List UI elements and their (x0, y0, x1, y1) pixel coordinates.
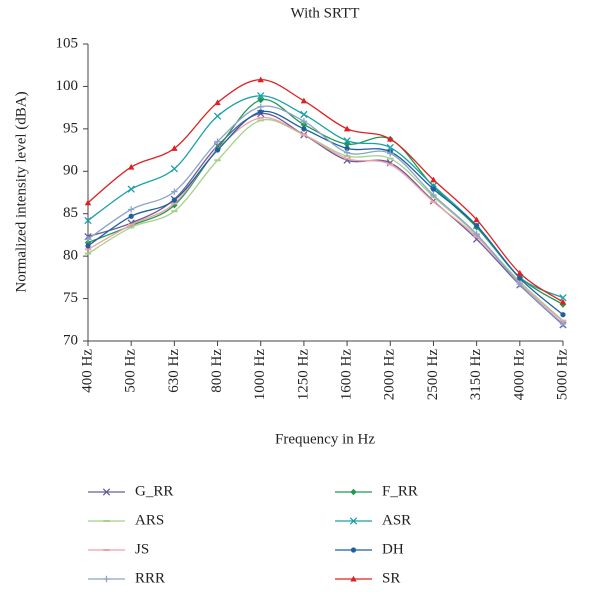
marker (430, 176, 437, 183)
marker (257, 96, 264, 104)
marker (344, 145, 350, 151)
marker (213, 112, 222, 120)
marker (171, 197, 177, 203)
marker (84, 235, 92, 243)
marker (516, 269, 524, 276)
x-tick-label: 4000 Hz (511, 349, 527, 401)
marker (257, 103, 264, 110)
marker (258, 109, 264, 115)
marker (430, 186, 437, 192)
marker (84, 216, 92, 225)
marker (350, 488, 357, 496)
series-line (87, 78, 564, 303)
x-tick-label: 1000 Hz (252, 349, 268, 401)
marker (214, 147, 221, 153)
marker (102, 488, 111, 496)
marker (128, 213, 134, 219)
marker (300, 97, 308, 104)
legend-label: F_RR (382, 483, 418, 499)
legend-label: G_RR (135, 483, 173, 499)
marker (257, 76, 264, 83)
y-tick-label: 85 (63, 205, 78, 221)
marker (386, 143, 394, 152)
x-tick-label: 5000 Hz (554, 349, 570, 401)
series-line (87, 95, 564, 299)
marker (516, 280, 524, 288)
marker (559, 320, 567, 328)
marker (350, 547, 357, 553)
marker (170, 165, 179, 173)
marker (559, 294, 567, 302)
marker (103, 575, 110, 583)
marker (473, 230, 480, 238)
x-tick-label: 500 Hz (123, 349, 139, 393)
x-tick-label: 400 Hz (79, 349, 95, 393)
marker (300, 110, 308, 119)
series-line (87, 116, 564, 322)
marker (214, 99, 221, 106)
y-axis-label: Normalized intensity level (dBA) (13, 91, 29, 292)
marker (214, 138, 221, 145)
x-tick-label: 800 Hz (209, 349, 225, 393)
marker (84, 199, 92, 206)
legend-label: DH (382, 541, 404, 557)
marker (387, 150, 394, 157)
chart-title: With SRTT (291, 5, 360, 21)
marker (387, 135, 394, 142)
marker (127, 163, 135, 170)
marker (257, 92, 265, 100)
x-axis-label: Frequency in Hz (275, 431, 375, 447)
marker (127, 206, 135, 213)
y-tick-label: 100 (56, 78, 79, 94)
marker (473, 216, 480, 223)
x-tick-label: 1250 Hz (295, 349, 311, 401)
y-tick-label: 105 (56, 35, 79, 51)
marker (343, 149, 351, 156)
marker (300, 118, 308, 125)
marker (343, 137, 351, 145)
marker (349, 517, 358, 525)
marker (171, 145, 178, 151)
legend-label: ASR (382, 512, 411, 528)
series-line (87, 105, 564, 325)
x-tick-label: 2500 Hz (425, 349, 441, 401)
x-tick-label: 2000 Hz (382, 349, 398, 401)
marker (85, 243, 91, 249)
marker (171, 188, 178, 195)
marker (559, 298, 567, 305)
y-tick-label: 90 (63, 163, 78, 179)
marker (300, 121, 308, 128)
marker (430, 191, 437, 199)
legend-label: JS (135, 541, 149, 557)
x-tick-label: 3150 Hz (468, 349, 484, 401)
series-line (87, 118, 564, 322)
marker (343, 125, 351, 132)
x-tick-label: 1600 Hz (339, 349, 355, 401)
marker (350, 575, 357, 582)
legend-label: ARS (135, 512, 164, 528)
y-tick-label: 70 (63, 332, 78, 348)
marker (474, 222, 480, 229)
legend-label: SR (382, 570, 400, 586)
marker (127, 185, 135, 193)
y-tick-label: 80 (63, 248, 78, 264)
x-tick-label: 630 Hz (166, 349, 182, 393)
marker (560, 312, 566, 318)
y-tick-label: 95 (63, 120, 78, 136)
series-line (87, 98, 564, 306)
marker (517, 275, 523, 281)
y-tick-label: 75 (63, 290, 78, 306)
legend-label: RRR (135, 570, 165, 586)
marker (301, 126, 307, 132)
